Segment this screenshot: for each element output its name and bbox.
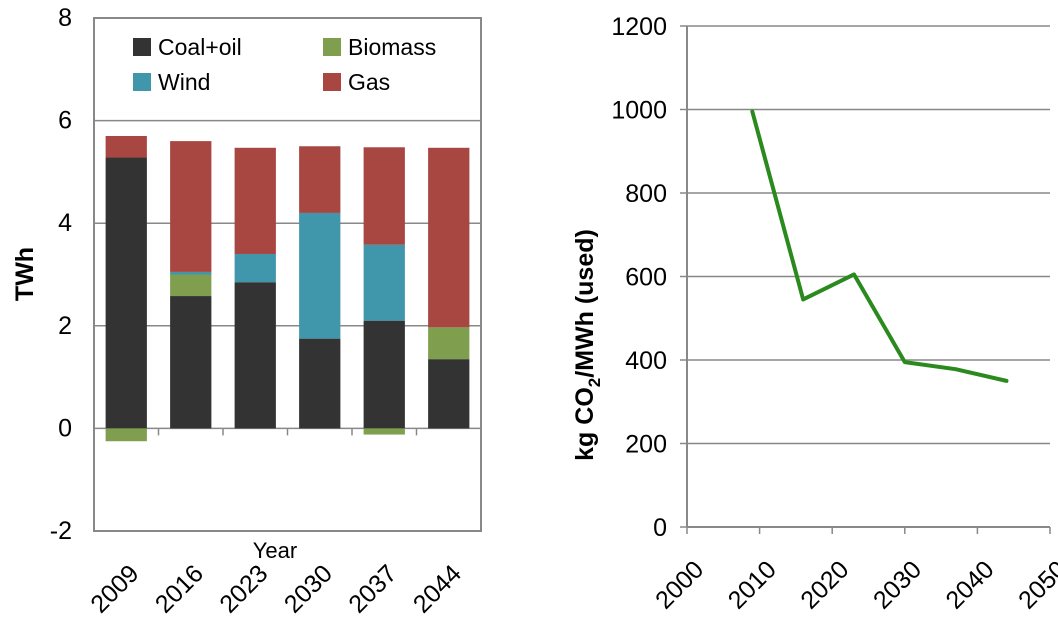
bar-segment-gas-2023: [234, 147, 276, 254]
right-gridlines: [687, 25, 1050, 445]
bar-segment-gas-2037: [363, 147, 405, 245]
left-y-tick-label: 8: [58, 4, 72, 32]
left-x-axis-title: Year: [253, 538, 297, 563]
left-y-axis-title: TWh: [11, 247, 39, 301]
bar-segment-coal-oil-2044: [428, 359, 470, 429]
right-y-tick-label: 1200: [611, 13, 667, 41]
left-x-tick-label: 2030: [279, 559, 338, 618]
bar-segment-biomass-2044: [428, 327, 470, 360]
bar-segment-gas-2016: [170, 141, 212, 272]
right-y-tick-label: 600: [625, 264, 667, 292]
left-bars: [105, 135, 470, 442]
right-axes: [680, 25, 1051, 534]
legend-swatch-wind: [133, 73, 151, 91]
right-x-tick-label: 2000: [650, 555, 709, 614]
right-x-tick-label: 2020: [795, 555, 854, 614]
legend-swatch-biomass: [323, 38, 341, 56]
bar-segment-coal-oil-2009: [105, 157, 147, 429]
left-x-tick-label: 2023: [214, 559, 273, 618]
right-y-tick-label: 800: [625, 180, 667, 208]
left-y-tick-label: 0: [58, 414, 72, 442]
bar-segment-biomass-2009: [105, 428, 147, 442]
left-plot-frame: [93, 17, 482, 532]
left-x-tick-label: 2016: [150, 559, 209, 618]
bar-segment-wind-2037: [363, 244, 405, 321]
bar-segment-coal-oil-2030: [299, 338, 341, 429]
legend-label-biomass: Biomass: [348, 34, 436, 60]
left-y-tick-label: 4: [58, 209, 72, 237]
bar-segment-biomass-2037: [363, 428, 405, 435]
right-y-axis-title-part-1: kg CO: [571, 387, 599, 461]
left-y-tick-label: 6: [58, 107, 72, 135]
bar-segment-biomass-2016: [170, 274, 212, 297]
right-x-tick-labels: 2000 2010 2020 2030 2040 2050: [650, 555, 1058, 614]
left-chart: -2 0 2 4 6 8 2009 2016 2023 2030 2037 2044 TWh Yea…: [11, 4, 482, 619]
bar-segment-wind-2030: [299, 212, 341, 339]
left-y-tick-label: 2: [58, 312, 72, 340]
bar-segment-coal-oil-2023: [234, 282, 276, 429]
right-y-tick-label: 0: [653, 514, 667, 542]
left-x-tick-labels: 2009 2016 2023 2030 2037 2044: [85, 559, 467, 618]
bar-segment-wind-2023: [234, 253, 276, 283]
bar-segment-coal-oil-2037: [363, 320, 405, 429]
bar-segment-coal-oil-2016: [170, 296, 212, 429]
left-y-tick-label: -2: [50, 517, 72, 545]
legend-label-gas: Gas: [348, 69, 390, 95]
left-gridlines: [93, 119, 482, 436]
bar-segment-gas-2009: [105, 135, 147, 158]
left-y-tick-labels: -2 0 2 4 6 8: [50, 4, 72, 545]
legend-label-coal-oil: Coal+oil: [158, 34, 242, 60]
right-x-tick-label: 2050: [1013, 555, 1058, 614]
legend-swatch-coal-oil: [133, 38, 151, 56]
bar-segment-wind-2016: [170, 271, 212, 275]
right-y-axis-title-part-2: /MWh (used): [571, 229, 599, 378]
legend-label-wind: Wind: [158, 69, 210, 95]
left-x-tick-label: 2009: [85, 559, 144, 618]
right-x-tick-label: 2030: [868, 555, 927, 614]
right-y-axis-title-subscript: 2: [585, 378, 604, 387]
right-y-tick-label: 1000: [611, 97, 667, 125]
left-x-tick-label: 2044: [408, 559, 467, 618]
emissions-line: [750, 109, 1009, 383]
right-y-tick-label: 400: [625, 347, 667, 375]
left-x-tick-label: 2037: [343, 559, 402, 618]
right-y-tick-label: 200: [625, 431, 667, 459]
bar-segment-gas-2030: [299, 146, 341, 213]
right-x-tick-label: 2010: [723, 555, 782, 614]
right-y-tick-labels: 0 200 400 600 800 1000 1200: [611, 13, 667, 542]
bar-segment-gas-2044: [428, 147, 470, 328]
right-y-axis-title: kg CO2/MWh (used): [571, 229, 604, 461]
legend-swatch-gas: [323, 73, 341, 91]
right-x-tick-label: 2040: [941, 555, 1000, 614]
legend: Coal+oil Biomass Wind Gas: [133, 34, 436, 95]
